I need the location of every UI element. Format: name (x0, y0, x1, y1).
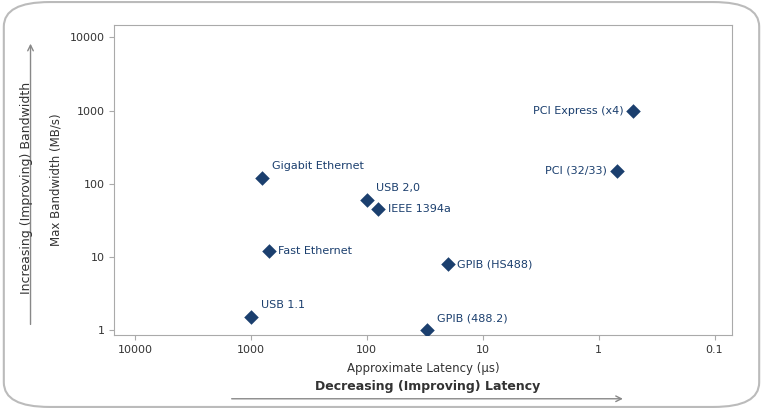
X-axis label: Approximate Latency (µs): Approximate Latency (µs) (347, 362, 500, 375)
Point (262, 248, 275, 254)
Point (256, 175, 268, 181)
Point (361, 197, 373, 203)
Text: IEEE 1394a: IEEE 1394a (388, 204, 451, 214)
Text: GPIB (488.2): GPIB (488.2) (437, 313, 507, 323)
Point (372, 206, 384, 213)
Text: USB 2,0: USB 2,0 (376, 183, 420, 193)
Text: Increasing (Improving) Bandwidth: Increasing (Improving) Bandwidth (20, 82, 34, 294)
Point (245, 314, 257, 321)
Point (421, 327, 433, 333)
Text: PCI (32/33): PCI (32/33) (545, 166, 607, 176)
Point (442, 261, 454, 267)
Text: Decreasing (Improving) Latency: Decreasing (Improving) Latency (314, 380, 540, 393)
Text: PCI Express (x4): PCI Express (x4) (533, 106, 624, 116)
Text: Gigabit Ethernet: Gigabit Ethernet (272, 161, 364, 171)
Point (610, 168, 623, 174)
Text: USB 1.1: USB 1.1 (260, 300, 304, 310)
Point (627, 107, 639, 114)
Y-axis label: Max Bandwidth (MB/s): Max Bandwidth (MB/s) (50, 114, 63, 246)
Text: GPIB (HS488): GPIB (HS488) (458, 259, 533, 269)
Text: Fast Ethernet: Fast Ethernet (278, 246, 353, 256)
